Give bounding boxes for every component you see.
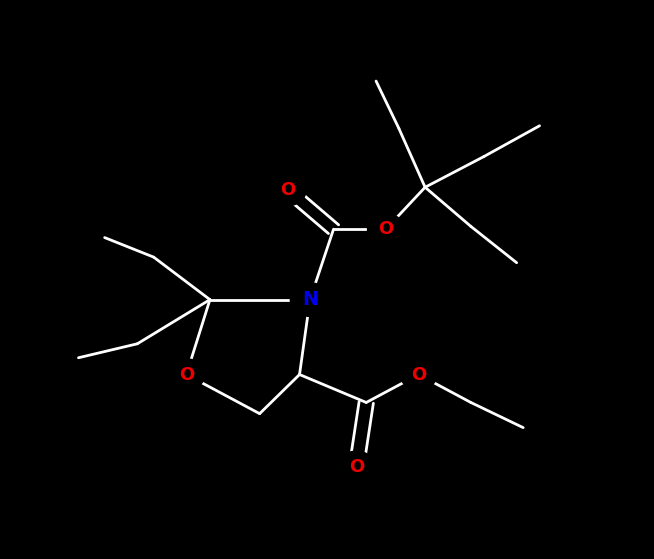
Circle shape [400,359,437,390]
Circle shape [290,283,330,316]
Text: O: O [411,366,426,383]
Text: O: O [378,220,394,238]
Circle shape [368,214,404,245]
Text: O: O [349,458,364,476]
Text: O: O [179,366,194,383]
Text: O: O [280,181,296,199]
Circle shape [269,174,306,206]
Text: N: N [302,290,318,309]
Circle shape [168,359,205,390]
Circle shape [338,451,375,482]
